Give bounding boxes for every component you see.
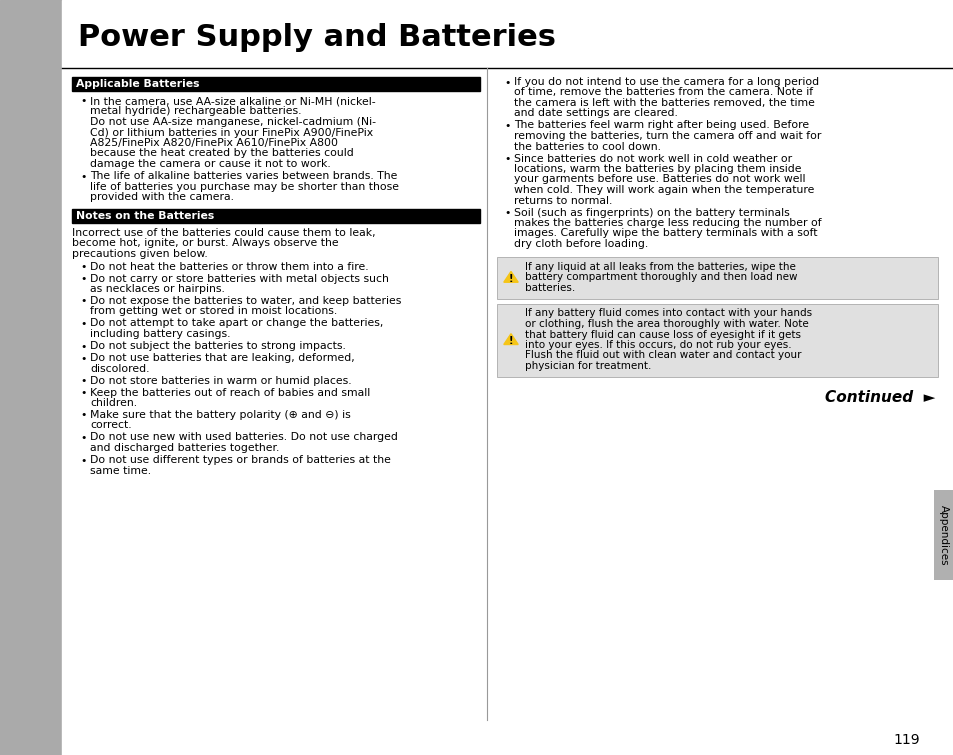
Text: •: • [80,433,87,443]
Text: •: • [80,376,87,386]
Text: •: • [80,353,87,363]
Text: •: • [80,297,87,307]
Text: Since batteries do not work well in cold weather or: Since batteries do not work well in cold… [514,153,791,164]
Text: and date settings are cleared.: and date settings are cleared. [514,109,678,119]
Text: makes the batteries charge less reducing the number of: makes the batteries charge less reducing… [514,218,821,228]
Text: because the heat created by the batteries could: because the heat created by the batterie… [90,149,354,159]
Text: Do not use batteries that are leaking, deformed,: Do not use batteries that are leaking, d… [90,353,355,363]
Text: Notes on the Batteries: Notes on the Batteries [76,211,214,221]
Text: the camera is left with the batteries removed, the time: the camera is left with the batteries re… [514,98,814,108]
Bar [933,490,953,580]
Text: children.: children. [90,398,137,408]
Text: Do not use AA-size manganese, nickel-cadmium (Ni-: Do not use AA-size manganese, nickel-cad… [90,117,375,127]
Text: Do not expose the batteries to water, and keep batteries: Do not expose the batteries to water, an… [90,296,401,306]
Polygon shape [503,334,517,344]
Text: Power Supply and Batteries: Power Supply and Batteries [78,23,556,53]
Text: •: • [80,341,87,352]
Text: as necklaces or hairpins.: as necklaces or hairpins. [90,284,225,294]
Text: Appendices: Appendices [938,504,948,565]
Text: life of batteries you purchase may be shorter than those: life of batteries you purchase may be sh… [90,181,398,192]
Text: images. Carefully wipe the battery terminals with a soft: images. Carefully wipe the battery termi… [514,229,817,239]
Text: Do not attempt to take apart or change the batteries,: Do not attempt to take apart or change t… [90,319,383,328]
Text: •: • [80,455,87,466]
Text: your garments before use. Batteries do not work well: your garments before use. Batteries do n… [514,174,804,184]
Bar [71,77,479,91]
Text: Make sure that the battery polarity (⊕ and ⊖) is: Make sure that the battery polarity (⊕ a… [90,410,351,420]
Text: Do not use different types or brands of batteries at the: Do not use different types or brands of … [90,455,391,465]
Text: Do not heat the batteries or throw them into a fire.: Do not heat the batteries or throw them … [90,261,368,272]
Text: correct.: correct. [90,421,132,430]
Text: when cold. They will work again when the temperature: when cold. They will work again when the… [514,185,814,195]
Text: of time, remove the batteries from the camera. Note if: of time, remove the batteries from the c… [514,88,812,97]
Bar [497,257,937,298]
Text: If any liquid at all leaks from the batteries, wipe the: If any liquid at all leaks from the batt… [524,262,795,272]
Text: dry cloth before loading.: dry cloth before loading. [514,239,648,249]
Text: locations, warm the batteries by placing them inside: locations, warm the batteries by placing… [514,164,801,174]
Text: The life of alkaline batteries varies between brands. The: The life of alkaline batteries varies be… [90,171,397,181]
Text: •: • [80,319,87,329]
Text: precautions given below.: precautions given below. [71,249,208,259]
Text: •: • [503,208,510,218]
Text: The batteries feel warm right after being used. Before: The batteries feel warm right after bein… [514,121,808,131]
Text: returns to normal.: returns to normal. [514,196,612,205]
Text: from getting wet or stored in moist locations.: from getting wet or stored in moist loca… [90,307,337,316]
Text: 119: 119 [892,733,919,747]
Text: If you do not intend to use the camera for a long period: If you do not intend to use the camera f… [514,77,819,87]
Text: Do not carry or store batteries with metal objects such: Do not carry or store batteries with met… [90,273,389,283]
Text: Do not store batteries in warm or humid places.: Do not store batteries in warm or humid … [90,375,352,386]
Text: Soil (such as fingerprints) on the battery terminals: Soil (such as fingerprints) on the batte… [514,208,789,217]
Text: A825/FinePix A820/FinePix A610/FinePix A800: A825/FinePix A820/FinePix A610/FinePix A… [90,138,337,148]
Text: and discharged batteries together.: and discharged batteries together. [90,443,279,453]
Text: !: ! [508,274,513,284]
Text: •: • [503,78,510,88]
Text: or clothing, flush the area thoroughly with water. Note: or clothing, flush the area thoroughly w… [524,319,808,329]
Text: •: • [80,97,87,106]
Bar [71,209,479,223]
Text: •: • [503,121,510,131]
Text: Applicable Batteries: Applicable Batteries [76,79,199,89]
Text: into your eyes. If this occurs, do not rub your eyes.: into your eyes. If this occurs, do not r… [524,340,791,350]
Bar [0,0,62,755]
Text: Keep the batteries out of reach of babies and small: Keep the batteries out of reach of babie… [90,387,370,397]
Text: that battery fluid can cause loss of eyesight if it gets: that battery fluid can cause loss of eye… [524,329,801,340]
Text: Incorrect use of the batteries could cause them to leak,: Incorrect use of the batteries could cau… [71,228,375,238]
Text: Do not subject the batteries to strong impacts.: Do not subject the batteries to strong i… [90,341,346,351]
Text: •: • [80,388,87,398]
Text: •: • [503,154,510,164]
Text: including battery casings.: including battery casings. [90,329,231,339]
Text: •: • [80,274,87,284]
Text: •: • [80,262,87,272]
Polygon shape [503,272,517,282]
Text: removing the batteries, turn the camera off and wait for: removing the batteries, turn the camera … [514,131,821,141]
Text: Cd) or lithium batteries in your FinePix A900/FinePix: Cd) or lithium batteries in your FinePix… [90,128,373,137]
Text: Do not use new with used batteries. Do not use charged: Do not use new with used batteries. Do n… [90,433,397,442]
Bar [497,304,937,377]
Text: batteries.: batteries. [524,283,575,293]
Text: !: ! [508,336,513,346]
Text: If any battery fluid comes into contact with your hands: If any battery fluid comes into contact … [524,309,811,319]
Text: provided with the camera.: provided with the camera. [90,192,233,202]
Text: •: • [80,171,87,181]
Text: Continued  ►: Continued ► [823,390,934,405]
Text: same time.: same time. [90,466,151,476]
Text: metal hydride) rechargeable batteries.: metal hydride) rechargeable batteries. [90,106,301,116]
Text: discolored.: discolored. [90,363,150,374]
Text: the batteries to cool down.: the batteries to cool down. [514,141,660,152]
Text: damage the camera or cause it not to work.: damage the camera or cause it not to wor… [90,159,331,169]
Text: In the camera, use AA-size alkaline or Ni-MH (nickel-: In the camera, use AA-size alkaline or N… [90,96,375,106]
Text: •: • [80,411,87,421]
Text: physician for treatment.: physician for treatment. [524,361,651,371]
Text: become hot, ignite, or burst. Always observe the: become hot, ignite, or burst. Always obs… [71,239,338,248]
Text: Flush the fluid out with clean water and contact your: Flush the fluid out with clean water and… [524,350,801,360]
Text: battery compartment thoroughly and then load new: battery compartment thoroughly and then … [524,273,797,282]
